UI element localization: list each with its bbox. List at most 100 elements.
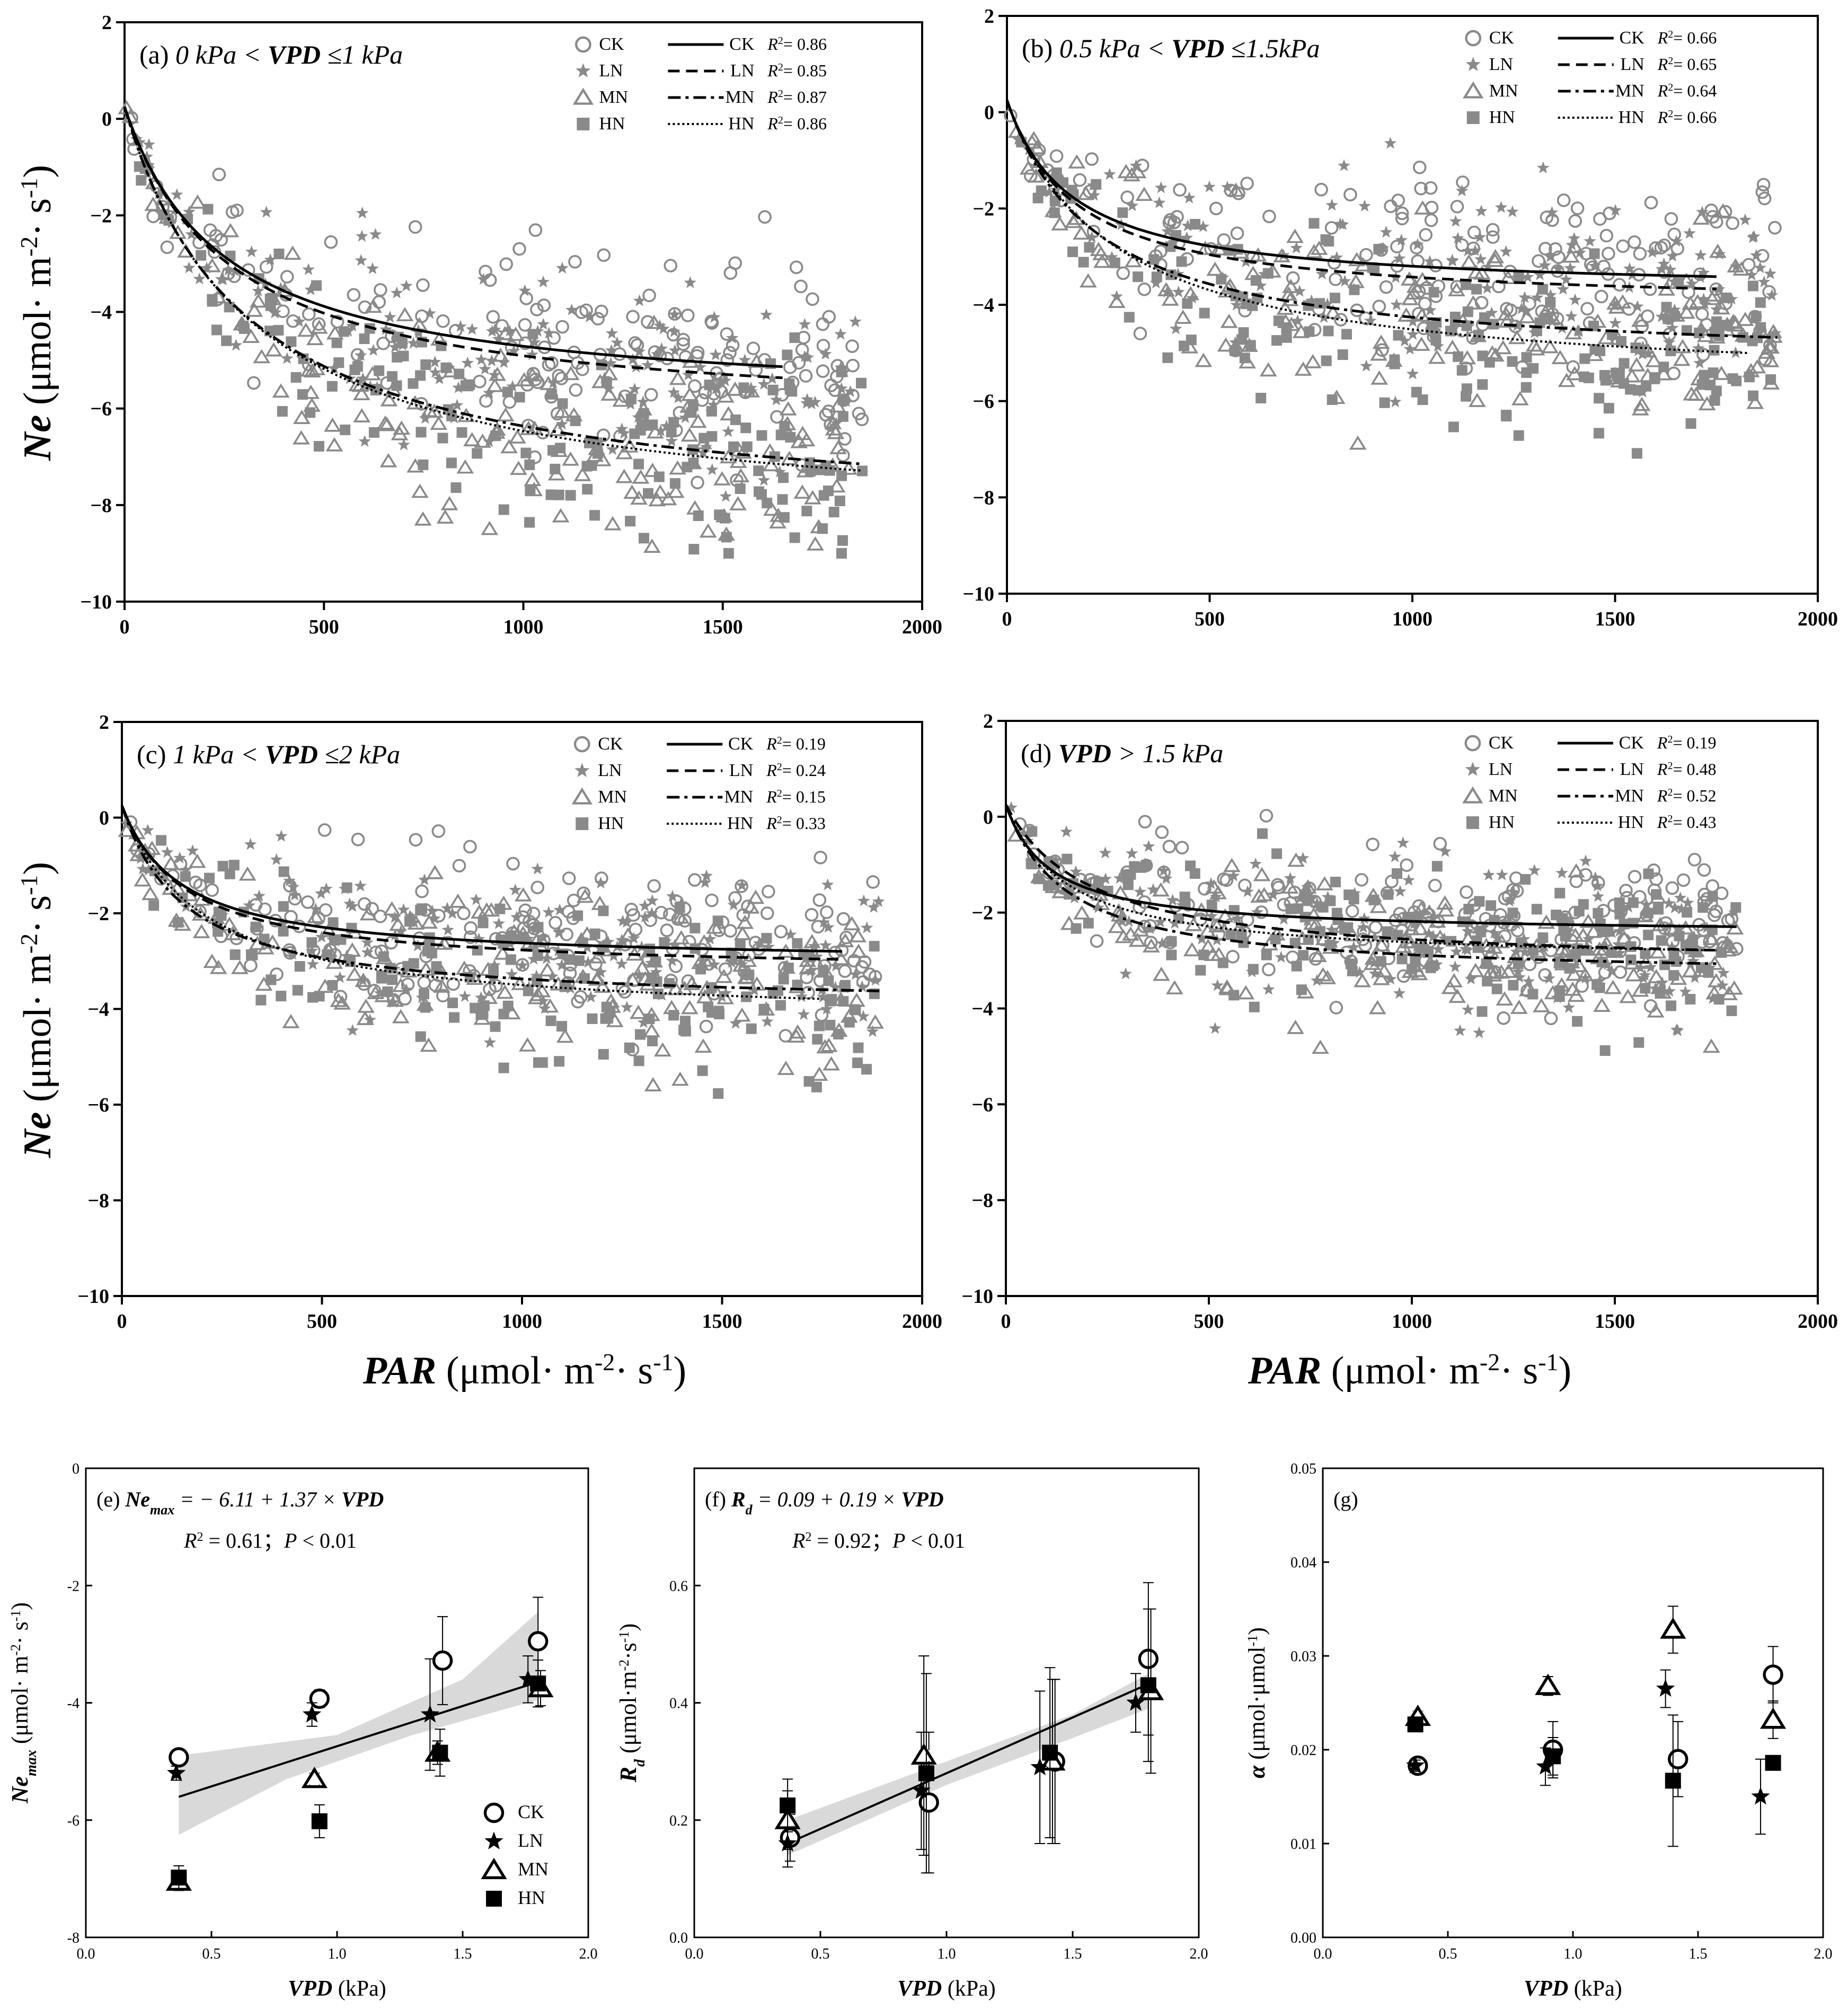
y-tick-label: -4 xyxy=(67,1696,79,1712)
scatter-point xyxy=(1744,372,1755,383)
scatter-point xyxy=(1449,311,1461,322)
scatter-point xyxy=(374,365,385,376)
scatter-point xyxy=(668,1010,679,1021)
scatter-point xyxy=(1654,241,1668,255)
scatter-point xyxy=(817,916,830,928)
scatter-point xyxy=(1181,219,1194,232)
legend-r2: R2= 0.86 xyxy=(767,114,827,133)
scatter-point xyxy=(1368,920,1383,935)
legend-label: HN xyxy=(599,114,625,134)
scatter-point xyxy=(417,961,435,976)
scatter-point xyxy=(644,1013,655,1025)
data-point xyxy=(171,1870,187,1886)
scatter-point xyxy=(733,925,751,940)
scatter-point xyxy=(222,223,240,237)
y-axis-label: Ne (μmol· m-2· s-1) xyxy=(15,165,60,461)
scatter-point xyxy=(1199,307,1210,319)
scatter-point xyxy=(1678,304,1695,319)
scatter-point xyxy=(843,916,861,931)
scatter-point xyxy=(1060,825,1073,838)
scatter-point xyxy=(498,1009,509,1020)
scatter-point xyxy=(694,360,706,373)
panel-title: (f) Rd = 0.09 + 0.19 × VPD xyxy=(705,1487,944,1518)
scatter-point xyxy=(1329,1001,1343,1015)
scatter-point xyxy=(1481,281,1493,294)
scatter-point xyxy=(1720,292,1731,303)
scatter-point xyxy=(414,511,432,526)
scatter-point xyxy=(837,394,848,405)
y-axis-label: Ne (μmol· m-2· s-1) xyxy=(15,862,60,1158)
fit-line-HN xyxy=(121,805,823,1000)
scatter-point xyxy=(415,1031,426,1042)
scatter-point xyxy=(668,307,682,321)
scatter-point xyxy=(818,965,829,976)
scatter-point xyxy=(641,358,654,371)
scatter-point xyxy=(1474,253,1487,265)
scatter-point xyxy=(1731,375,1742,386)
legend-label: HN xyxy=(518,1887,545,1908)
scatter-point xyxy=(275,830,288,842)
scatter-point xyxy=(814,1020,825,1032)
scatter-point xyxy=(1613,965,1628,979)
scatter-point xyxy=(714,374,728,386)
scatter-point xyxy=(1373,244,1384,255)
scatter-point xyxy=(857,894,870,906)
scatter-point xyxy=(638,533,649,544)
scatter-point xyxy=(633,968,646,981)
x-axis-label: PAR (μmol· m-2· s-1) xyxy=(362,1348,686,1393)
scatter-point xyxy=(353,408,371,422)
scatter-point xyxy=(1119,967,1132,980)
scatter-point xyxy=(1411,386,1422,398)
scatter-point xyxy=(623,484,641,499)
scatter-point xyxy=(757,377,771,390)
scatter-point xyxy=(1370,346,1387,361)
data-point xyxy=(780,1797,796,1814)
scatter-point xyxy=(1372,299,1386,313)
scatter-point xyxy=(829,959,843,972)
scatter-point xyxy=(1765,374,1776,385)
scatter-point xyxy=(688,379,702,393)
scatter-point xyxy=(620,915,633,928)
scatter-point xyxy=(1391,193,1405,207)
scatter-point xyxy=(333,971,347,983)
scatter-point xyxy=(474,433,492,448)
scatter-point xyxy=(1092,901,1104,913)
scatter-point xyxy=(1073,905,1091,920)
scatter-point xyxy=(1748,359,1766,374)
scatter-point xyxy=(1281,322,1292,333)
scatter-point xyxy=(1170,210,1184,224)
scatter-point xyxy=(1573,905,1585,916)
scatter-point xyxy=(229,949,241,960)
scatter-point xyxy=(1537,914,1555,929)
y-tick-label: −8 xyxy=(972,487,994,509)
scatter-point xyxy=(1755,322,1766,333)
scatter-point xyxy=(1711,385,1722,396)
scatter-point xyxy=(1398,307,1415,322)
scatter-point xyxy=(1566,239,1584,254)
scatter-point xyxy=(529,986,547,1001)
scatter-point xyxy=(354,349,367,361)
scatter-point xyxy=(456,427,467,438)
scatter-point xyxy=(483,1036,497,1048)
scatter-point xyxy=(245,245,258,258)
scatter-point xyxy=(1230,226,1244,241)
scatter-point xyxy=(1373,937,1391,951)
scatter-point xyxy=(514,887,532,902)
marker-bg xyxy=(530,1634,546,1649)
scatter-point xyxy=(820,1037,838,1052)
scatter-point xyxy=(808,939,820,952)
scatter-point xyxy=(1217,337,1235,352)
scatter-point xyxy=(1452,232,1464,244)
scatter-point xyxy=(1754,261,1766,274)
scatter-point xyxy=(836,933,854,947)
legend-fit-label: CK xyxy=(1619,733,1644,753)
scatter-point xyxy=(307,909,325,923)
scatter-point xyxy=(1357,921,1370,933)
panel-title: (d) VPD > 1.5 kPa xyxy=(1021,738,1223,768)
scatter-point xyxy=(1304,326,1315,337)
scatter-point xyxy=(523,985,534,997)
scatter-point xyxy=(1641,381,1652,392)
scatter-point xyxy=(393,420,411,435)
scatter-point xyxy=(1474,896,1485,907)
scatter-point xyxy=(850,1004,861,1016)
